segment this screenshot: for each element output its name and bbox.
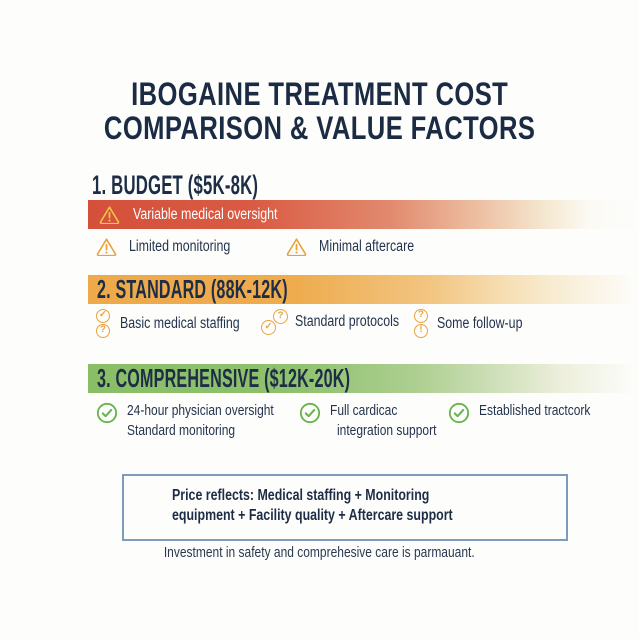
list-item: Limited monitoring (96, 237, 256, 256)
price-line-1: Price reflects: Medical staffing + Monit… (172, 487, 430, 504)
page-title: IBOGAINE TREATMENT COST COMPARISON & VAL… (0, 77, 639, 145)
list-item: ? ! Some follow-up (414, 309, 544, 338)
standard-heading-bar: 2. STANDARD (88K-12K) (88, 274, 639, 304)
title-line-1: IBOGAINE TREATMENT COST (130, 76, 509, 113)
warning-triangle-icon (99, 205, 120, 224)
list-item: Established tractcork (448, 401, 618, 424)
question-check-overlap-icon: ? ✓ (261, 309, 288, 335)
list-item: ? ✓ Standard protocols (261, 309, 425, 335)
section-standard-heading: 2. STANDARD (88K-12K) (97, 274, 288, 304)
list-item: 24-hour physician oversight Standard mon… (96, 401, 310, 440)
check-circle-icon (448, 402, 470, 424)
item-label-line1: Full cardicac (330, 402, 398, 419)
item-label-line1: Established tractcork (479, 402, 591, 419)
item-label-line1: 24-hour physician oversight (127, 402, 274, 419)
list-item: Full cardicac integration support (299, 401, 461, 440)
check-circle-icon (96, 402, 118, 424)
item-label: Some follow-up (437, 314, 523, 332)
section-budget-heading: 1. BUDGET ($5K-8K) (92, 170, 259, 200)
budget-items-row: Limited monitoring Minimal aftercare (0, 237, 639, 263)
question-exclaim-stack-icon: ? ! (414, 309, 428, 338)
check-circle-icon (299, 402, 321, 424)
comprehensive-heading-bar: 3. COMPREHENSIVE ($12K-20K) (88, 363, 639, 393)
check-question-stack-icon: ✓ ? (96, 309, 110, 338)
title-line-2: COMPARISON & VALUE FACTORS (103, 110, 536, 147)
list-item: ✓ ? Basic medical staffing (96, 309, 270, 338)
price-line-2: equipment + Facility quality + Aftercare… (172, 507, 453, 524)
item-label: Limited monitoring (129, 237, 231, 255)
item-label-line2: integration support (337, 421, 437, 439)
item-label: Standard protocols (295, 313, 400, 330)
price-summary-box: Price reflects: Medical staffing + Monit… (122, 474, 568, 541)
standard-items-row: ✓ ? Basic medical staffing ? ✓ Standard … (0, 309, 639, 339)
warning-triangle-icon (286, 237, 307, 256)
item-label: Basic medical staffing (120, 314, 240, 332)
item-label: Minimal aftercare (319, 237, 415, 255)
footer-note: Investment in safety and comprehesive ca… (164, 544, 475, 561)
budget-bar-item-label: Variable medical oversight (133, 205, 278, 223)
warning-triangle-icon (96, 237, 117, 256)
budget-warning-bar: Variable medical oversight (88, 200, 639, 229)
list-item: Minimal aftercare (286, 237, 438, 256)
section-comprehensive-heading: 3. COMPREHENSIVE ($12K-20K) (97, 363, 351, 393)
item-label-line2: Standard monitoring (127, 421, 236, 439)
